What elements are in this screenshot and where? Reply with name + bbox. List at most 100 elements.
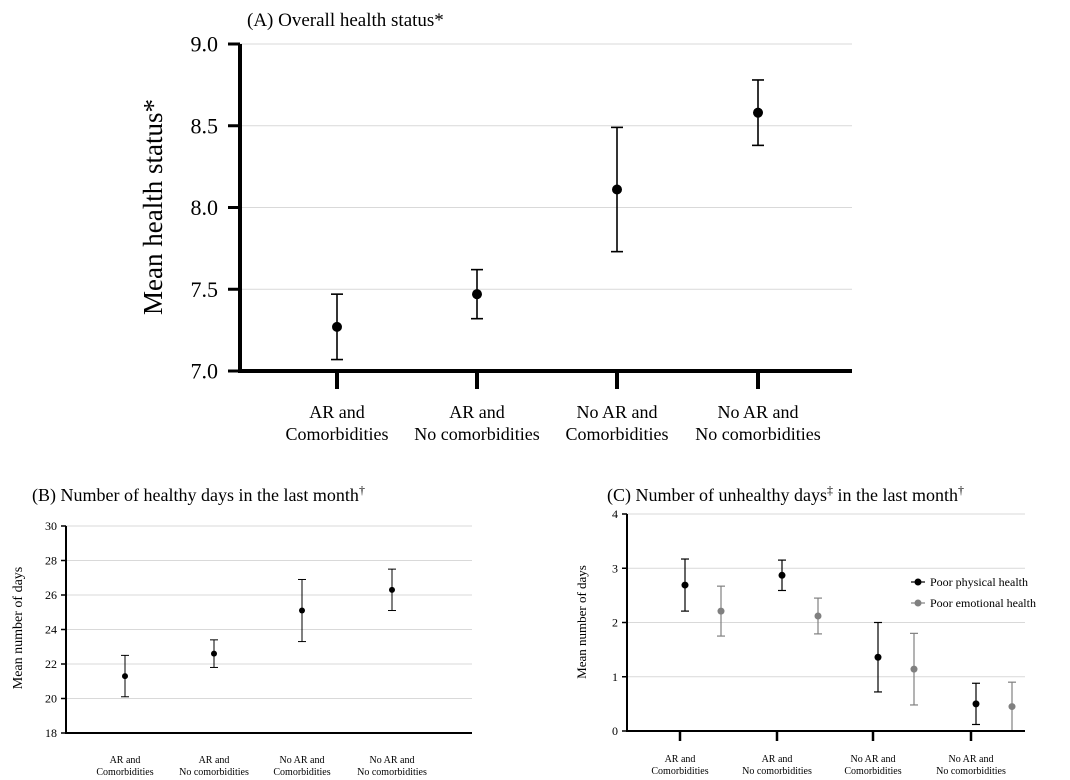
point-marker — [681, 581, 689, 589]
y-tick-label: 8.0 — [191, 195, 219, 220]
x-tick-label: AR and — [762, 754, 793, 765]
x-tick-label: No comorbidities — [414, 424, 539, 444]
panel-a-gridlines — [240, 43, 852, 290]
panel-c: (C) Number of unhealthy days‡ in the las… — [574, 483, 1036, 777]
y-tick-label: 9.0 — [191, 32, 219, 57]
data-point — [717, 585, 725, 637]
x-tick-label: Comorbidities — [96, 767, 153, 778]
x-tick-label: Comorbidities — [286, 424, 389, 444]
x-tick-label: AR and — [199, 755, 230, 766]
point-marker — [972, 700, 980, 708]
x-tick-label: No AR and — [949, 754, 994, 765]
point-marker — [612, 184, 622, 195]
panel-b: (B) Number of healthy days in the last m… — [11, 483, 472, 778]
legend-swatch-marker — [914, 578, 922, 586]
y-tick-label: 30 — [45, 519, 57, 533]
panel-b-ylabel: Mean number of days — [11, 567, 26, 689]
panel-c-title: (C) Number of unhealthy days‡ in the las… — [607, 483, 964, 506]
x-tick-label: No AR and — [577, 402, 658, 422]
x-tick-label: No comorbidities — [742, 766, 812, 777]
panel-b-marks — [121, 568, 396, 698]
y-tick-label: 28 — [45, 554, 57, 568]
y-tick-label: 18 — [45, 726, 57, 740]
x-tick-label: Comorbidities — [273, 767, 330, 778]
panel-b-title: (B) Number of healthy days in the last m… — [32, 483, 365, 506]
point-marker — [332, 321, 342, 332]
panel-a-marks — [331, 79, 764, 361]
y-tick-label: 20 — [45, 692, 57, 706]
legend-label: Poor physical health — [930, 575, 1028, 589]
panel-b-title-main: (B) Number of healthy days in the last m… — [32, 485, 359, 506]
point-marker — [389, 586, 395, 593]
panel-c-title-part1: (C) Number of unhealthy days — [607, 485, 827, 506]
y-tick-label: 8.5 — [191, 113, 219, 138]
data-point — [752, 79, 764, 147]
x-tick-label: AR and — [309, 402, 365, 422]
data-point — [121, 654, 129, 698]
point-marker — [814, 612, 822, 620]
panel-a: (A) Overall health status* Mean health s… — [138, 10, 852, 444]
point-marker — [299, 607, 305, 614]
point-marker — [211, 650, 217, 657]
y-tick-label: 7.0 — [191, 359, 219, 384]
y-tick-label: 24 — [45, 623, 57, 637]
y-tick-label: 22 — [45, 657, 57, 671]
legend-label: Poor emotional health — [930, 596, 1036, 610]
panel-c-title-sup2: † — [958, 483, 964, 497]
point-marker — [717, 607, 725, 615]
legend-swatch-marker — [914, 599, 922, 607]
y-tick-label: 2 — [612, 616, 618, 630]
panel-a-title: (A) Overall health status* — [247, 10, 444, 31]
x-tick-label: No AR and — [370, 755, 415, 766]
x-tick-label: No AR and — [280, 755, 325, 766]
x-tick-label: AR and — [449, 402, 505, 422]
panel-c-gridlines — [627, 513, 1025, 678]
x-tick-label: No AR and — [718, 402, 799, 422]
panel-b-gridlines — [66, 525, 472, 699]
y-tick-label: 0 — [612, 724, 618, 738]
y-tick-label: 26 — [45, 588, 57, 602]
panel-a-ylabel: Mean health status* — [138, 99, 168, 315]
data-point — [778, 559, 786, 592]
x-tick-label: AR and — [110, 755, 141, 766]
legend-item: Poor emotional health — [911, 596, 1036, 610]
x-tick-label: No AR and — [851, 754, 896, 765]
point-marker — [1008, 703, 1016, 711]
data-point — [298, 578, 306, 643]
x-tick-label: No comorbidities — [936, 766, 1006, 777]
x-tick-label: Comorbidities — [844, 766, 901, 777]
data-point — [681, 558, 689, 612]
panel-c-ylabel: Mean number of days — [574, 565, 589, 679]
x-tick-label: Comorbidities — [566, 424, 669, 444]
point-marker — [910, 665, 918, 673]
data-point — [210, 639, 218, 668]
y-tick-label: 4 — [612, 507, 618, 521]
point-marker — [753, 107, 763, 118]
panel-c-legend: Poor physical health Poor emotional heal… — [911, 575, 1036, 610]
panel-c-title-sup1: ‡ — [827, 483, 833, 497]
x-tick-label: No comorbidities — [357, 767, 427, 778]
panel-c-marks — [681, 558, 1016, 732]
y-tick-label: 3 — [612, 561, 618, 575]
data-point — [471, 268, 483, 320]
data-point — [388, 568, 396, 612]
point-marker — [874, 653, 882, 661]
panel-c-title-part2: in the last month — [833, 485, 958, 505]
x-tick-label: AR and — [665, 754, 696, 765]
data-point — [972, 682, 980, 726]
point-marker — [778, 571, 786, 579]
y-tick-label: 7.5 — [191, 277, 219, 302]
data-point — [874, 621, 882, 693]
data-point — [814, 597, 822, 635]
data-point — [611, 126, 623, 253]
data-point — [331, 293, 343, 361]
point-marker — [472, 289, 482, 300]
data-point — [910, 632, 918, 706]
x-tick-label: No comorbidities — [179, 767, 249, 778]
panel-c-y-ticks: 0 1 2 3 4 — [612, 507, 627, 738]
panel-b-title-sup: † — [359, 483, 365, 497]
data-point — [1008, 681, 1016, 732]
